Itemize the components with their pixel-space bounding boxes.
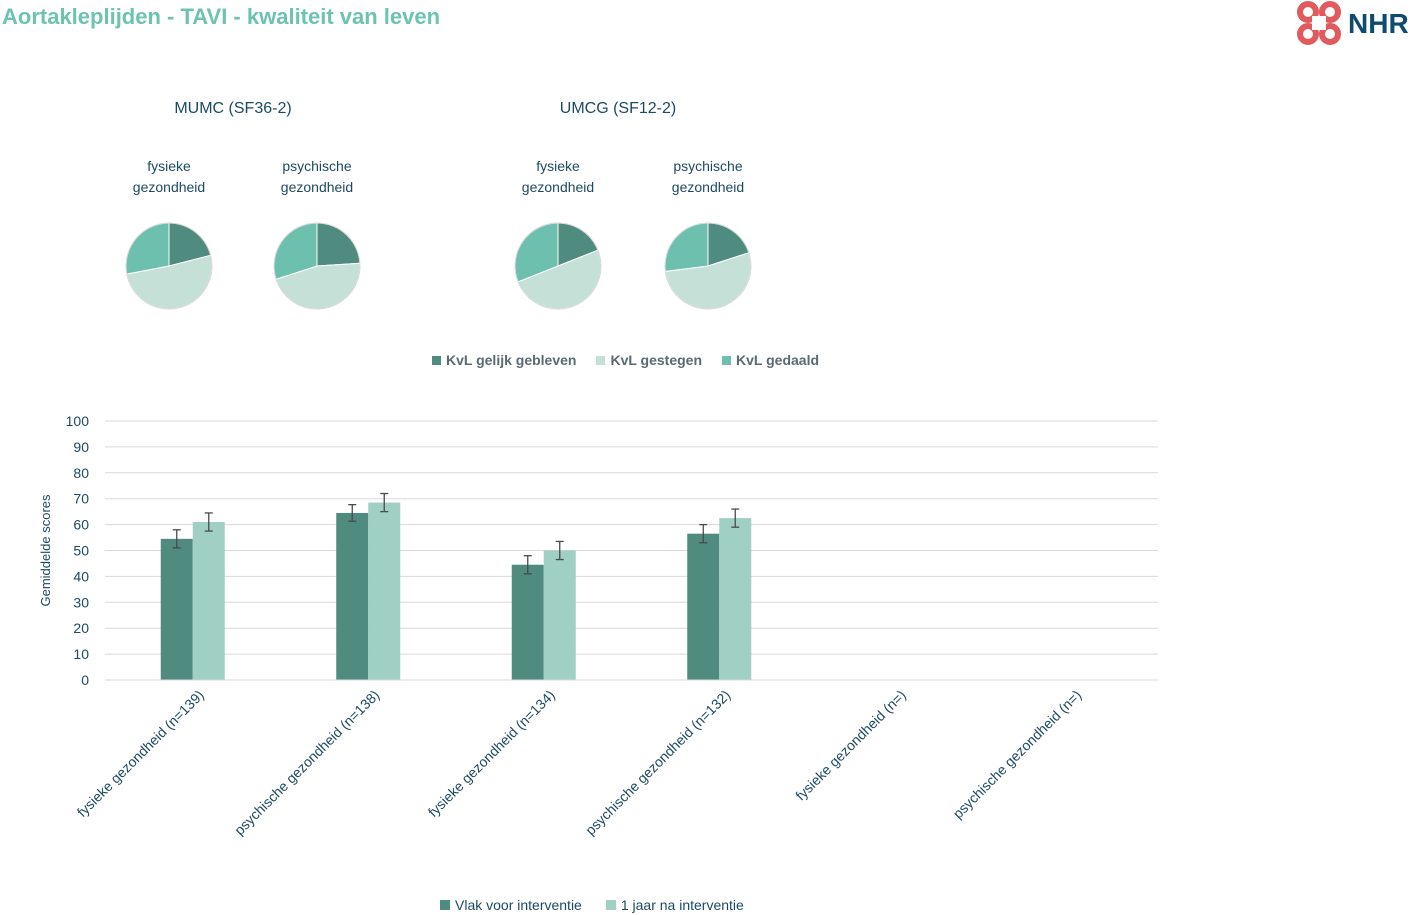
bar: [511, 564, 544, 680]
bar: [160, 538, 193, 680]
pie-label-line: fysieke: [147, 158, 191, 174]
x-tick-label: psychische gezondheid (n=): [950, 687, 1085, 822]
legend-swatch: [722, 355, 732, 365]
y-tick-label: 10: [73, 646, 89, 662]
y-tick-label: 100: [66, 413, 90, 429]
y-tick-label: 0: [81, 672, 89, 688]
pie-label-umcg-fysiek: fysieke gezondheid: [493, 156, 623, 198]
y-tick-label: 50: [73, 543, 89, 559]
pie-label-line: gezondheid: [132, 179, 206, 195]
pie-legend-item: KvL gedaald: [722, 352, 819, 368]
y-tick-label: 80: [73, 465, 89, 481]
pie-charts: [125, 222, 752, 310]
bar: [192, 522, 225, 680]
pie-legend: KvL gelijk gebleven KvL gestegen KvL ged…: [432, 352, 819, 368]
page-title: Aortakleplijden - TAVI - kwaliteit van l…: [2, 4, 441, 29]
nhr-logo: NHR: [1292, 0, 1425, 48]
x-tick-label: psychische gezondheid (n=132): [582, 687, 733, 838]
pie-label-line: fysieke: [536, 158, 580, 174]
group-title-umcg: UMCG (SF12-2): [559, 100, 677, 117]
bar: [368, 502, 401, 680]
pie-label-line: gezondheid: [521, 179, 595, 195]
bar-legend-item: 1 jaar na interventie: [605, 897, 744, 913]
legend-swatch: [440, 900, 450, 910]
pie-outline: [514, 222, 602, 310]
pie-label-umcg-psychisch: psychische gezondheid: [643, 156, 773, 198]
pie-label-mumc-fysiek: fysieke gezondheid: [104, 156, 234, 198]
legend-label: Vlak voor interventie: [455, 897, 582, 913]
y-tick-label: 70: [73, 491, 89, 507]
y-tick-label: 30: [73, 594, 89, 610]
legend-swatch: [432, 355, 441, 365]
x-tick-label: fysieke gezondheid (n=134): [425, 687, 558, 820]
pie-label-line: psychische: [673, 158, 743, 174]
bar: [719, 518, 752, 680]
legend-label: KvL gedaald: [736, 352, 820, 368]
x-tick-label: psychische gezondheid (n=138): [231, 687, 382, 838]
legend-label: KvL gestegen: [610, 352, 703, 368]
bar: [687, 533, 720, 680]
legend-label: 1 jaar na interventie: [620, 897, 744, 913]
x-tick-label: fysieke gezondheid (n=): [792, 687, 909, 804]
pie-outline: [664, 222, 752, 310]
x-tick-label: fysieke gezondheid (n=139): [74, 687, 207, 820]
bar-legend: Vlak voor interventie 1 jaar na interven…: [440, 897, 744, 913]
pie-legend-item: KvL gelijk gebleven: [432, 352, 576, 368]
legend-swatch: [605, 900, 616, 910]
pie-outline: [273, 222, 361, 310]
bar: [543, 550, 576, 680]
bar-legend-item: Vlak voor interventie: [440, 897, 582, 913]
pie-label-line: gezondheid: [280, 179, 354, 195]
pie-label-line: gezondheid: [671, 179, 745, 195]
pie-outline: [125, 222, 213, 310]
y-tick-label: 40: [73, 568, 89, 584]
y-tick-label: 20: [73, 620, 89, 636]
pie-legend-item: KvL gestegen: [596, 352, 702, 368]
y-tick-label: 90: [73, 439, 89, 455]
legend-swatch: [596, 355, 606, 365]
bar-chart: 0 10 20 30 40 50 60 70 80 90 100 Gemiddelde scores f…: [38, 413, 1158, 838]
pie-label-mumc-psychisch: psychische gezondheid: [252, 156, 382, 198]
y-axis-label: Gemiddelde scores: [38, 494, 53, 606]
bar: [336, 512, 369, 680]
logo-text: NHR: [1348, 8, 1409, 39]
nhr-logo-mark-icon: [1297, 1, 1341, 45]
legend-label: KvL gelijk gebleven: [446, 352, 577, 368]
y-tick-label: 60: [73, 517, 89, 533]
group-title-mumc: MUMC (SF36-2): [174, 100, 292, 117]
pie-label-line: psychische: [282, 158, 352, 174]
